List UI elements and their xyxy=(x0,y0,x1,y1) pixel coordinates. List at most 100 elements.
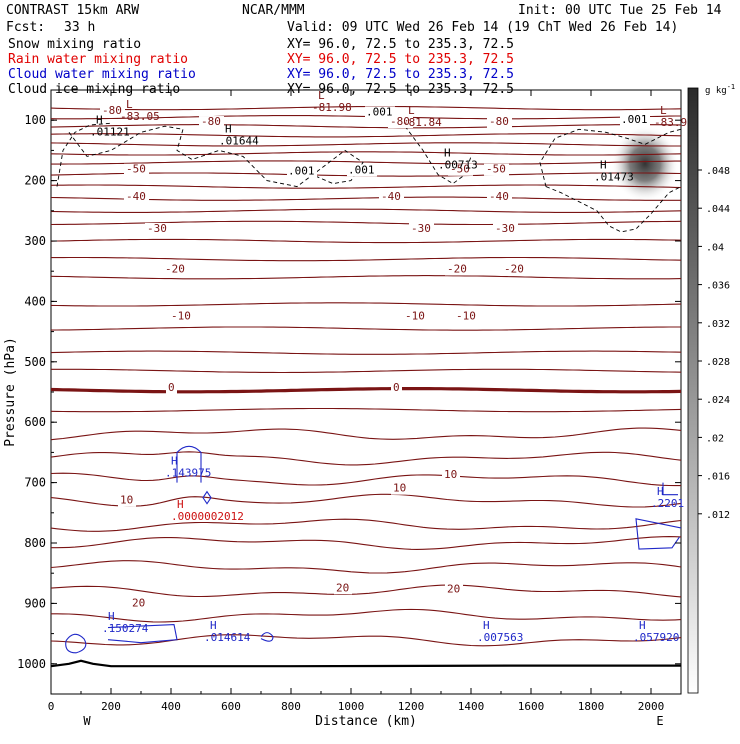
ice-contour xyxy=(56,122,112,187)
colorbar-tick-label: .016 xyxy=(706,472,730,483)
field-name: Snow mixing ratio xyxy=(8,37,141,52)
isotherm-line xyxy=(51,238,681,244)
isotherm-label: 0 xyxy=(168,381,175,394)
cloud-water-contour xyxy=(107,623,178,644)
label-background xyxy=(166,381,177,394)
isotherm-line xyxy=(51,427,681,441)
extremum-letter: H xyxy=(225,122,232,135)
colorbar-tick-label: .02 xyxy=(706,433,724,444)
label-background xyxy=(502,263,527,276)
label-background xyxy=(124,163,149,176)
field-name: Rain water mixing ratio xyxy=(8,52,188,67)
isotherm-line xyxy=(51,275,681,280)
label-background xyxy=(409,222,434,235)
colorbar-tick-label: .044 xyxy=(706,204,730,215)
y-axis-label: Pressure (hPa) xyxy=(3,337,18,447)
isotherm-label: -30 xyxy=(147,222,167,235)
ground-surface-line xyxy=(50,659,681,668)
x-tick-label: 800 xyxy=(281,700,301,713)
isotherm-label: -50 xyxy=(450,163,470,176)
ice-contour-label: .001 xyxy=(366,105,393,118)
extremum-value: .01121 xyxy=(90,125,130,138)
label-background xyxy=(169,310,194,323)
isotherm-label: -80 xyxy=(201,115,221,128)
model-title: CONTRAST 15km ARW xyxy=(6,3,139,18)
x-tick-label: 400 xyxy=(161,700,181,713)
label-background xyxy=(620,114,650,127)
isotherm-label: 0 xyxy=(393,381,400,394)
extremum-value: .057920 xyxy=(633,631,679,644)
isotherm-line xyxy=(51,560,681,574)
y-tick-label: 200 xyxy=(24,174,46,188)
isotherm-label: -80 xyxy=(102,104,122,117)
isotherm-label: -10 xyxy=(405,310,425,323)
colorbar-tick-label: .04 xyxy=(706,242,724,253)
isotherm-label: -40 xyxy=(381,190,401,203)
cloud-water-contour xyxy=(65,633,87,654)
label-background xyxy=(445,583,463,596)
isotherm-line xyxy=(51,220,681,226)
label-background xyxy=(334,582,352,595)
field-xy: XY= 96.0, 72.5 to 235.3, 72.5 xyxy=(287,67,514,82)
colorbar-tick-label: .028 xyxy=(706,357,730,368)
isotherm-line xyxy=(51,407,681,413)
extremum-letter: H xyxy=(177,498,184,511)
label-background xyxy=(163,263,188,276)
colorbar-tick-label: .032 xyxy=(706,319,730,330)
y-tick-label: 800 xyxy=(24,536,46,550)
extremum-letter: L xyxy=(318,89,325,102)
extremum-value: -83.05 xyxy=(120,110,160,123)
y-tick-label: 1000 xyxy=(17,657,46,671)
fcst-value: 33 h xyxy=(64,20,95,35)
isotherm-label: -20 xyxy=(447,262,467,275)
label-background xyxy=(100,105,125,118)
isotherm-label: -80 xyxy=(489,115,509,128)
west-label: W xyxy=(83,714,91,728)
extremum-value: .150274 xyxy=(102,622,149,635)
ice-contour xyxy=(68,125,364,188)
isotherm-line xyxy=(51,387,681,394)
cloud-water-contour xyxy=(635,518,681,550)
center-title: NCAR/MMM xyxy=(242,3,305,18)
field-xy: XY= 96.0, 72.5 to 235.3, 72.5 xyxy=(287,37,514,52)
label-background xyxy=(118,494,136,507)
isotherm-label: -30 xyxy=(495,222,515,235)
y-tick-label: 900 xyxy=(24,596,46,610)
isotherm-label: 10 xyxy=(444,468,457,481)
ice-contour-label: .001 xyxy=(288,165,315,178)
label-background xyxy=(484,163,509,176)
colorbar xyxy=(687,87,699,694)
isotherm-label: 20 xyxy=(336,581,349,594)
extremum-value: .2201 xyxy=(651,497,684,510)
label-background xyxy=(130,597,148,610)
field-legend: Snow mixing ratio XY= 96.0, 72.5 to 235.3… xyxy=(8,37,514,97)
isotherm-line xyxy=(51,518,681,532)
isotherm-label: -10 xyxy=(171,310,191,323)
colorbar-tick-label: .012 xyxy=(706,510,730,521)
isotherm-label: -40 xyxy=(126,190,146,203)
isotherm-label: 20 xyxy=(132,596,145,609)
x-tick-label: 1800 xyxy=(578,700,605,713)
init-time: Init: 00 UTC Tue 25 Feb 14 xyxy=(518,3,722,18)
ice-contour xyxy=(539,128,681,187)
cloud-water-contour xyxy=(662,482,678,496)
label-background xyxy=(493,222,518,235)
east-label: E xyxy=(656,714,663,728)
label-background xyxy=(445,263,470,276)
isotherm-line xyxy=(51,584,681,598)
isotherm-label: -10 xyxy=(456,310,476,323)
extremum-letter: H xyxy=(171,455,178,468)
label-background xyxy=(347,164,377,177)
isotherm-label: -20 xyxy=(504,262,524,275)
colorbar-unit: g kg-1 xyxy=(705,83,735,96)
extremum-letter: H xyxy=(483,619,490,632)
isotherm-line xyxy=(51,493,681,508)
label-background xyxy=(442,468,460,481)
extremum-value: .01473 xyxy=(594,171,634,184)
isotherm-label: -20 xyxy=(165,262,185,275)
y-tick-label: 100 xyxy=(24,113,46,127)
extremum-letter: H xyxy=(657,485,664,498)
y-tick-label: 300 xyxy=(24,234,46,248)
isotherm-line xyxy=(51,184,681,189)
